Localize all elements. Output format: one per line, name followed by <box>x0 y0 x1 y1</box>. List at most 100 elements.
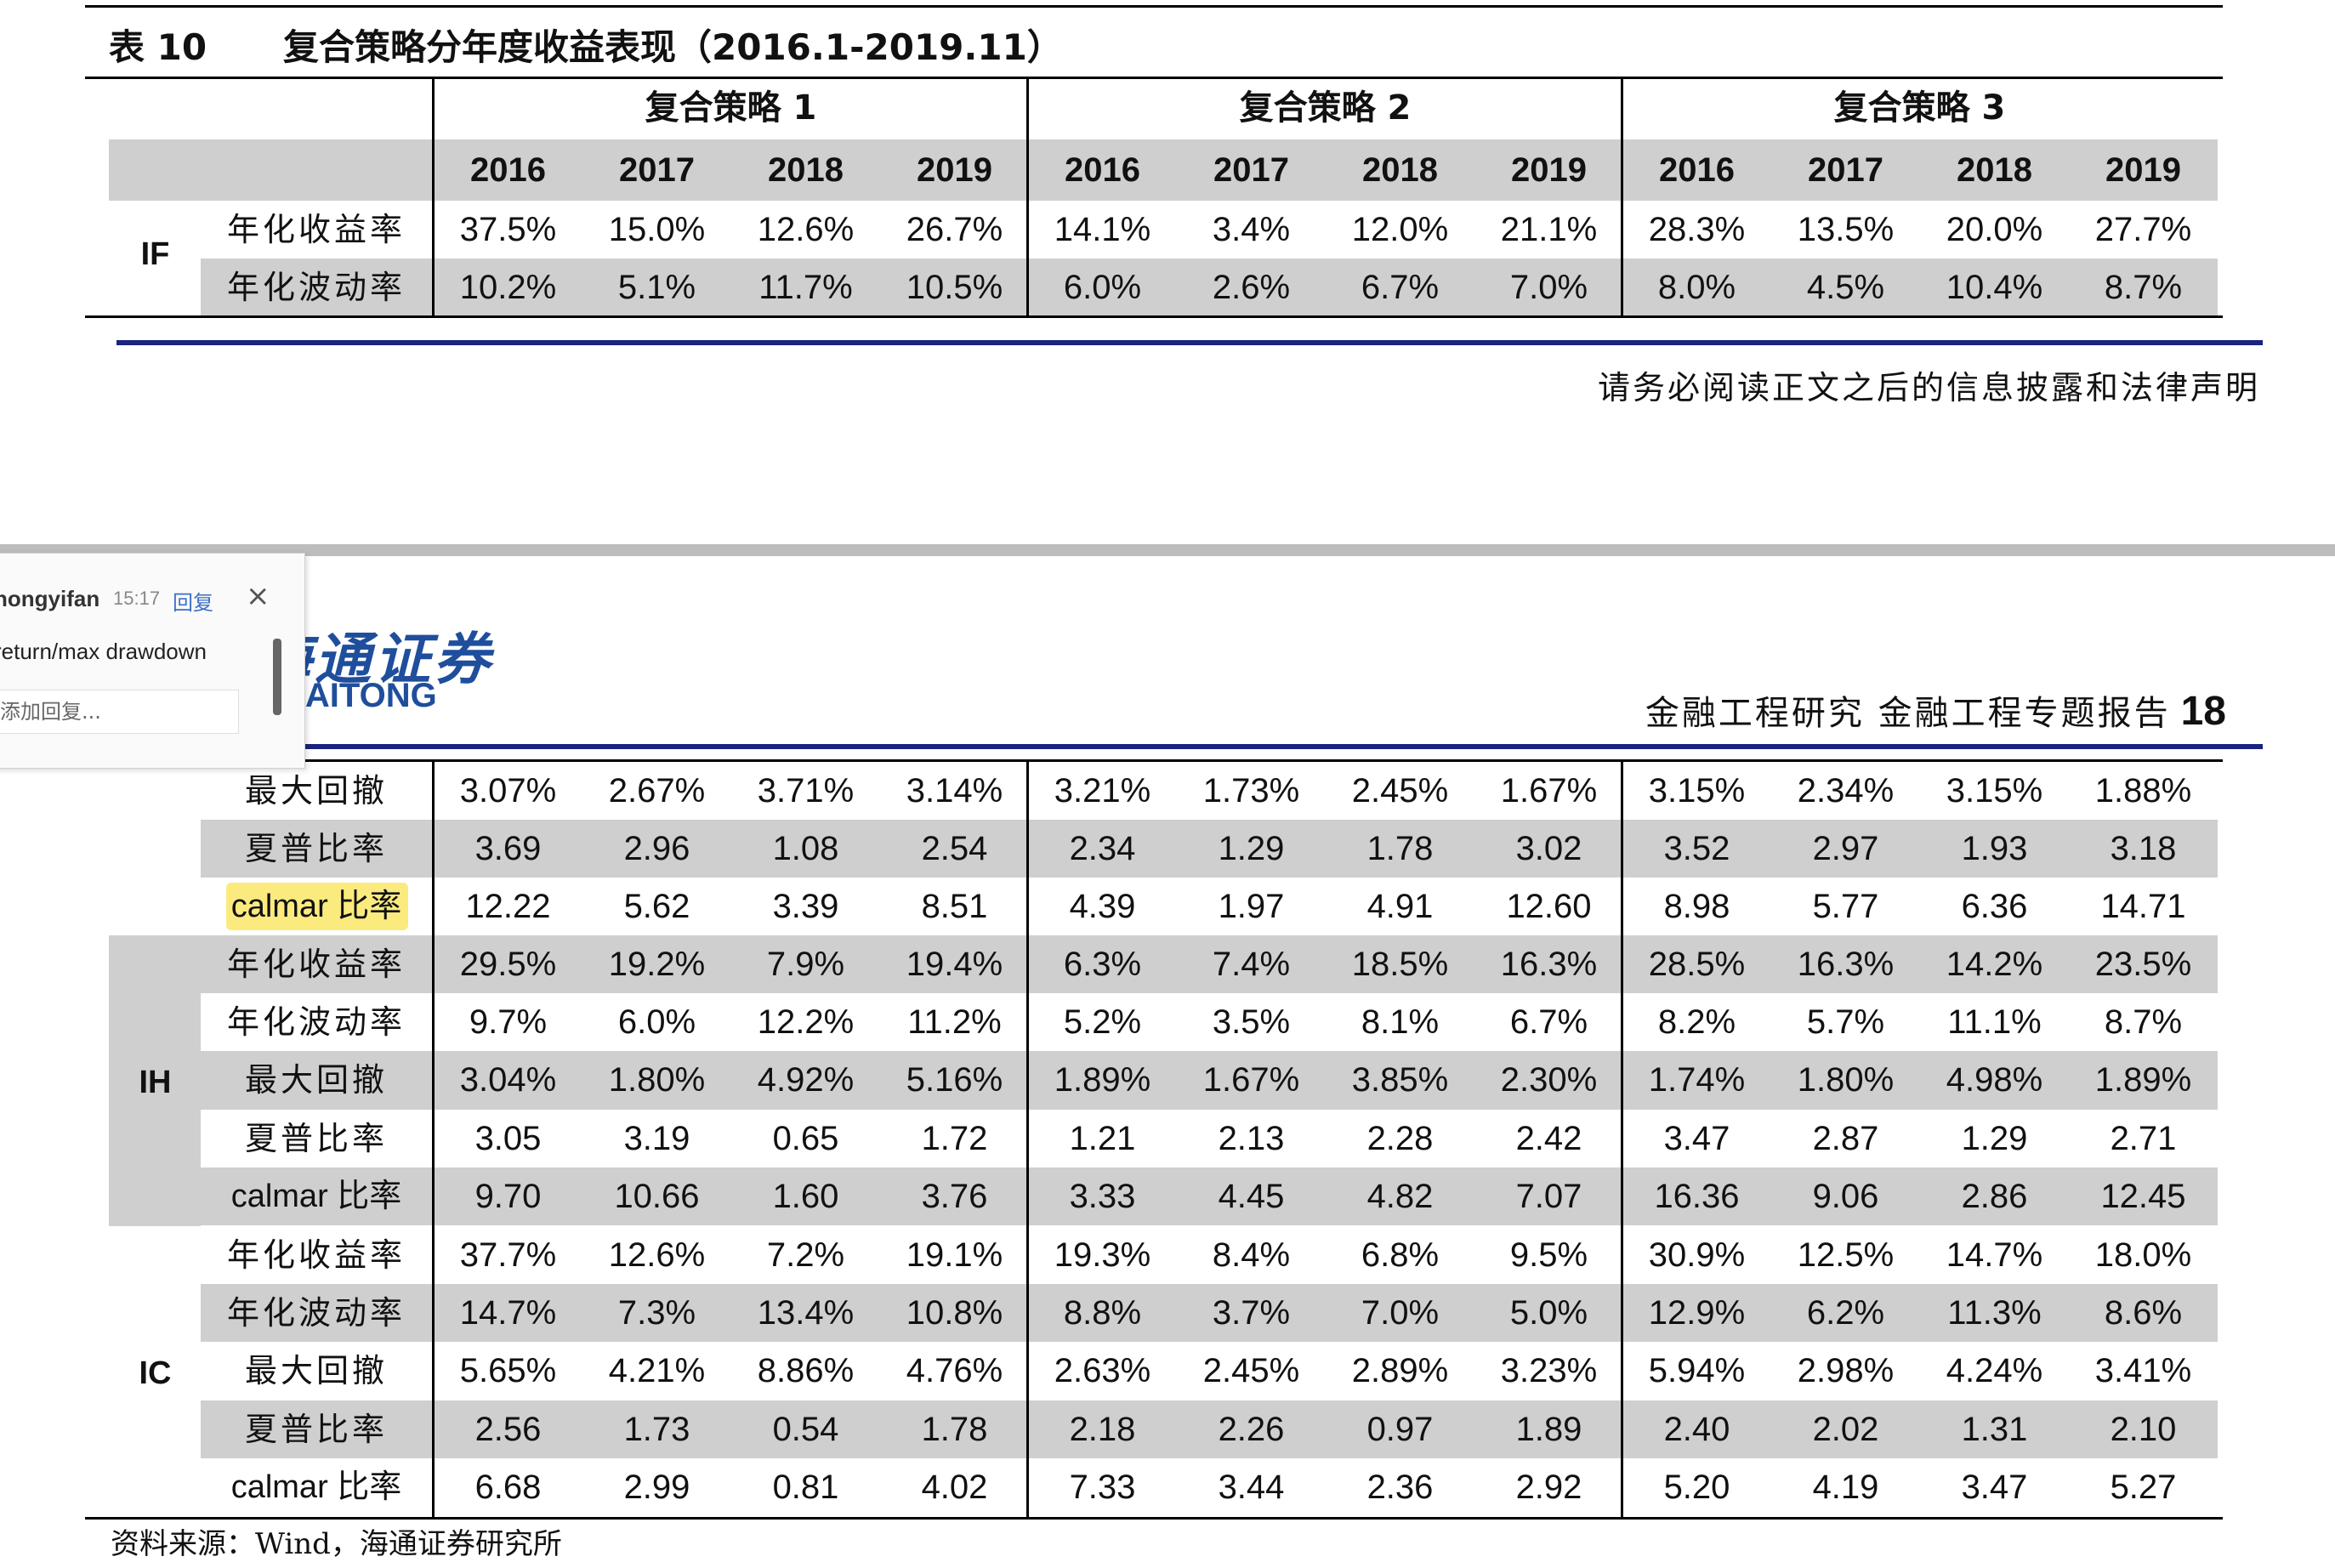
table-caption-title: 复合策略分年度收益表现（2016.1-2019.11） <box>283 26 1063 68</box>
table-cell: 11.1% <box>1947 1003 2042 1042</box>
report-header: 金融工程研究 金融工程专题报告 18 <box>1645 685 2226 735</box>
table-cell: 20.0% <box>1946 211 2043 248</box>
table-cell: 7.2% <box>766 1236 845 1274</box>
table-cell: 0.54 <box>772 1410 839 1448</box>
comment-highlight[interactable] <box>226 883 408 930</box>
table-cell: 7.0% <box>1361 1294 1440 1332</box>
table-cell: 1.80% <box>1797 1061 1895 1099</box>
table-cell: 3.33 <box>1069 1177 1136 1215</box>
table-cell: 1.60 <box>772 1177 839 1215</box>
table-cell: 5.7% <box>1806 1003 1885 1042</box>
table-cell: 12.22 <box>465 888 551 926</box>
table-cell: 2.42 <box>1515 1119 1582 1157</box>
table-cell: 7.07 <box>1515 1177 1582 1215</box>
table-cell: 13.4% <box>757 1294 855 1332</box>
table-cell: 2.45% <box>1202 1352 1300 1390</box>
close-icon[interactable]: × <box>246 579 270 613</box>
table-cell: 4.02 <box>921 1468 988 1506</box>
table-cell: 1.74% <box>1648 1061 1746 1099</box>
table-cell: 3.5% <box>1212 1003 1291 1042</box>
table-cell: 6.7% <box>1509 1003 1588 1042</box>
table-cell: 14.71 <box>2100 888 2186 926</box>
year-header-cell: 2017 <box>1808 151 1883 189</box>
comment-reply-link[interactable]: 回复 <box>173 592 213 615</box>
table-cell: 1.89 <box>1515 1410 1582 1448</box>
page-separator <box>0 544 2335 556</box>
table-cell: 16.3% <box>1500 946 1598 983</box>
metric-label: 年化收益率 <box>226 946 406 983</box>
table-cell: 0.97 <box>1366 1410 1434 1448</box>
table-cell: 2.99 <box>623 1468 690 1506</box>
table-cell: 2.87 <box>1812 1119 1879 1157</box>
cont-col-divider-3 <box>1621 759 1623 1519</box>
table-cell: 15.0% <box>608 211 706 248</box>
metric-label: 年化收益率 <box>226 211 406 248</box>
col-divider-2 <box>1026 77 1029 317</box>
index-label: IF <box>140 236 170 272</box>
table-cell: 2.67% <box>608 772 706 810</box>
comment-time: 15:17 <box>113 588 161 609</box>
metric-label: 夏普比率 <box>244 1410 388 1448</box>
year-header-cell: 2017 <box>619 151 695 189</box>
table-cell: 4.98% <box>1946 1061 2043 1099</box>
table-cell: 1.29 <box>1218 830 1285 868</box>
page-footer-rule <box>116 340 2263 345</box>
table-cell: 3.04% <box>459 1061 557 1099</box>
table-cell: 12.5% <box>1797 1236 1895 1274</box>
table-cell: 14.7% <box>1946 1236 2043 1274</box>
table-cell: 3.7% <box>1212 1294 1291 1332</box>
table-cell: 7.3% <box>617 1294 696 1332</box>
table-cell: 28.5% <box>1648 946 1746 983</box>
table-cell: 7.33 <box>1069 1468 1136 1506</box>
table-cell: 3.85% <box>1351 1061 1449 1099</box>
table-cell: 4.19 <box>1812 1468 1879 1506</box>
metric-label: 夏普比率 <box>244 830 388 868</box>
table-cell: 1.78 <box>1366 830 1434 868</box>
comment-reply-input[interactable]: 添加回复... <box>0 690 239 734</box>
table-cell: 12.9% <box>1648 1294 1746 1332</box>
table-cell: 3.44 <box>1218 1468 1285 1506</box>
table-cell: 2.96 <box>623 830 690 868</box>
cont-col-divider-1 <box>432 759 435 1519</box>
table-cell: 3.07% <box>459 772 557 810</box>
table-cell: 30.9% <box>1648 1236 1746 1274</box>
report-title: 金融工程研究 金融工程专题报告 <box>1645 694 2171 733</box>
metric-label: 最大回撤 <box>244 1352 388 1390</box>
page-header-rule <box>109 744 2263 749</box>
table-cell: 6.36 <box>1961 888 2028 926</box>
table-cell: 3.15% <box>1648 772 1746 810</box>
table-cell: 2.34% <box>1797 772 1895 810</box>
table-cell: 37.7% <box>459 1236 557 1274</box>
table-cell: 7.9% <box>766 946 845 983</box>
table-cell: 10.8% <box>906 1294 1003 1332</box>
table-cell: 3.69 <box>474 830 542 868</box>
table-cell: 2.40 <box>1663 1410 1730 1448</box>
table-cell: 1.72 <box>921 1119 988 1157</box>
group-header-2: 复合策略 2 <box>1239 88 1412 128</box>
index-label: IC <box>139 1355 172 1391</box>
table-cell: 1.78 <box>921 1410 988 1448</box>
table-cell: 14.7% <box>459 1294 557 1332</box>
table-cell: 1.67% <box>1500 772 1598 810</box>
metric-label: 年化波动率 <box>226 269 406 307</box>
table-cell: 4.92% <box>757 1061 855 1099</box>
comment-scrollbar[interactable] <box>273 639 281 715</box>
table-cell: 4.45 <box>1218 1177 1285 1215</box>
table-cell: 8.7% <box>2104 1003 2183 1042</box>
table-cell: 8.0% <box>1657 269 1736 307</box>
table-cell: 2.02 <box>1812 1410 1879 1448</box>
table-cell: 6.7% <box>1361 269 1440 307</box>
table-cell: 6.0% <box>617 1003 696 1042</box>
table-cell: 16.3% <box>1797 946 1895 983</box>
table-cell: 1.21 <box>1069 1119 1136 1157</box>
table-cell: 2.36 <box>1366 1468 1434 1506</box>
table-cell: 4.91 <box>1366 888 1434 926</box>
table-cell: 3.47 <box>1663 1119 1730 1157</box>
table-cell: 9.5% <box>1509 1236 1588 1274</box>
metric-label: 最大回撤 <box>244 772 388 810</box>
table-cell: 8.98 <box>1663 888 1730 926</box>
row-shade <box>201 820 2218 878</box>
table-cell: 2.89% <box>1351 1352 1449 1390</box>
table-cell: 2.26 <box>1218 1410 1285 1448</box>
comment-popup[interactable]: hongyifan 15:17 回复 × return/max drawdown… <box>0 553 305 769</box>
